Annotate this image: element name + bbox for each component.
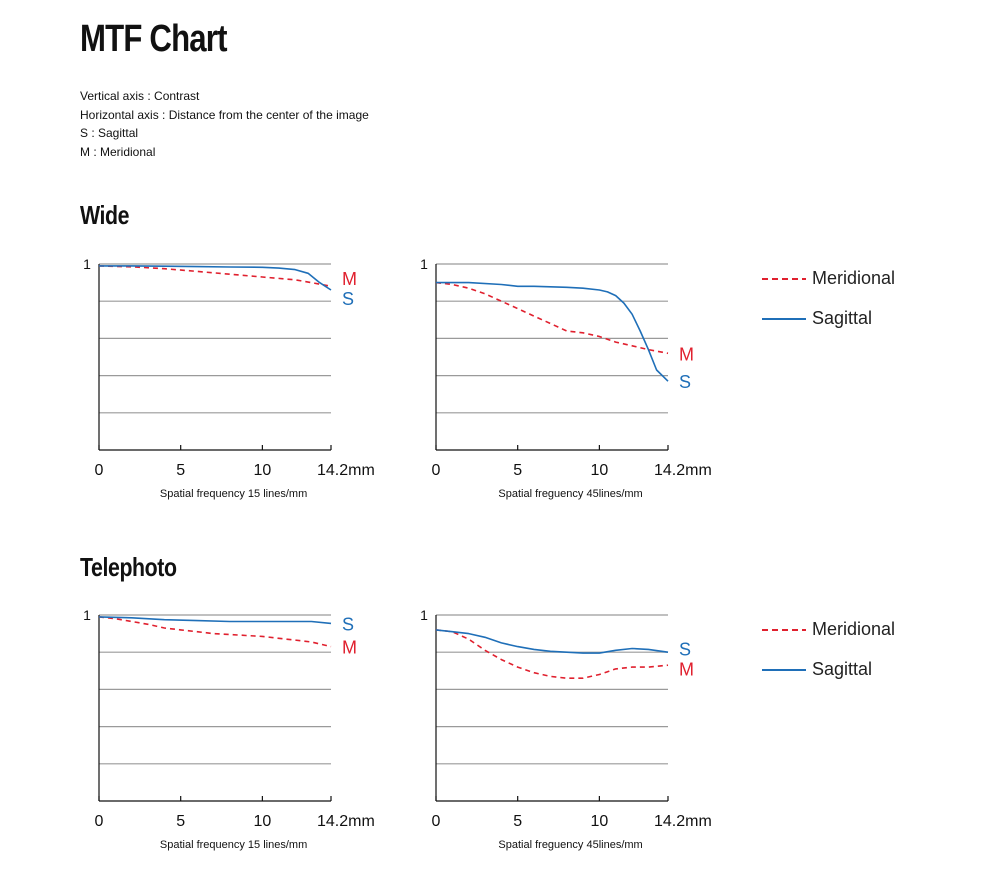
legend-label-sagittal: Sagittal xyxy=(812,659,873,679)
series-line-m xyxy=(98,265,332,288)
series-end-label-s: S xyxy=(679,640,691,660)
series-line-m xyxy=(435,629,669,679)
series-line-s xyxy=(435,629,669,654)
series-end-label-s: S xyxy=(679,372,691,392)
section-title-telephoto: Telephoto xyxy=(80,552,177,582)
note-meridional: M : Meridional xyxy=(80,144,156,159)
y-tick-label: 1 xyxy=(420,607,428,623)
x-tick-label: 5 xyxy=(513,813,522,830)
series-line-s xyxy=(98,616,332,625)
section-title-wide: Wide xyxy=(80,200,130,230)
legend-label-meridional: Meridional xyxy=(812,619,896,639)
x-axis-label: Spatial freguency 45lines/mm xyxy=(498,488,642,500)
x-tick-label: 0 xyxy=(432,462,441,479)
note-sagittal: S : Sagittal xyxy=(80,126,139,140)
note-vertical-axis: Vertical axis : Contrast xyxy=(80,89,200,103)
x-tick-label: 10 xyxy=(253,462,271,479)
legend-label-sagittal: Sagittal xyxy=(812,308,873,328)
x-tick-label: 14.2mm xyxy=(654,462,712,479)
solid-line-swatch xyxy=(762,669,806,671)
x-tick-label: 0 xyxy=(95,462,104,479)
chart-notes: Vertical axis : Contrast Horizontal axis… xyxy=(80,87,369,161)
x-tick-label: 5 xyxy=(176,813,185,830)
x-tick-label: 0 xyxy=(432,813,441,830)
legend-label-meridional: Meridional xyxy=(812,268,896,288)
x-tick-label: 14.2mm xyxy=(317,462,375,479)
series-end-label-s: S xyxy=(342,289,354,309)
series-line-m xyxy=(435,281,669,355)
x-tick-label: 10 xyxy=(590,813,608,830)
series-end-label-m: M xyxy=(342,638,357,658)
x-axis-label: Spatial frequency 15 lines/mm xyxy=(160,839,307,851)
x-tick-label: 10 xyxy=(253,813,271,830)
dashed-line-swatch xyxy=(762,629,806,631)
note-horizontal-axis: Horizontal axis : Distance from the cent… xyxy=(80,107,369,122)
y-tick-label: 1 xyxy=(420,256,428,272)
solid-line-swatch xyxy=(762,318,806,320)
x-tick-label: 14.2mm xyxy=(317,813,375,830)
x-tick-label: 10 xyxy=(590,462,608,479)
series-end-label-m: M xyxy=(679,344,694,364)
y-tick-label: 1 xyxy=(83,256,91,272)
x-axis-label: Spatial freguency 45lines/mm xyxy=(498,839,642,851)
series-end-label-s: S xyxy=(342,614,354,634)
x-axis-label: Spatial frequency 15 lines/mm xyxy=(160,488,307,500)
x-tick-label: 0 xyxy=(95,813,104,830)
x-tick-label: 5 xyxy=(176,462,185,479)
series-end-label-m: M xyxy=(679,660,694,680)
y-tick-label: 1 xyxy=(83,607,91,623)
x-tick-label: 5 xyxy=(513,462,522,479)
x-tick-label: 14.2mm xyxy=(654,813,712,830)
series-line-s xyxy=(99,265,332,291)
page-title: MTF Chart xyxy=(80,18,227,60)
series-line-s xyxy=(436,281,669,382)
dashed-line-swatch xyxy=(762,278,806,280)
series-line-m xyxy=(98,616,332,648)
series-end-label-m: M xyxy=(342,269,357,289)
